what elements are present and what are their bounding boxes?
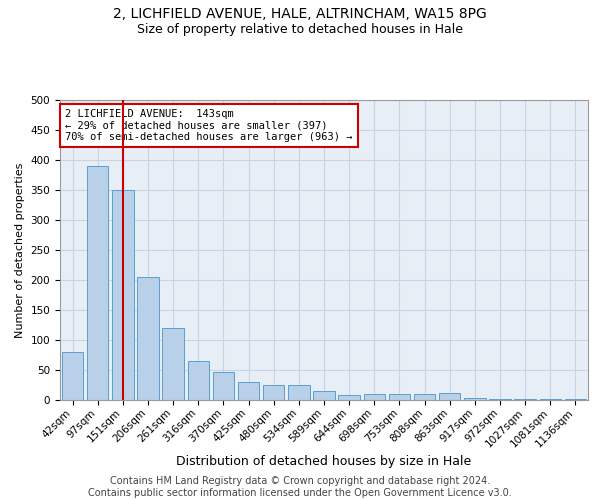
Bar [439, 393, 460, 400]
Y-axis label: Number of detached properties: Number of detached properties [15, 162, 25, 338]
Bar [112, 190, 134, 400]
Bar [87, 166, 109, 400]
Bar [213, 372, 234, 400]
Bar [364, 394, 385, 400]
Bar [313, 391, 335, 400]
X-axis label: Distribution of detached houses by size in Hale: Distribution of detached houses by size … [176, 454, 472, 468]
Bar [238, 382, 259, 400]
Text: 2 LICHFIELD AVENUE:  143sqm
← 29% of detached houses are smaller (397)
70% of se: 2 LICHFIELD AVENUE: 143sqm ← 29% of deta… [65, 109, 353, 142]
Bar [263, 385, 284, 400]
Bar [464, 398, 485, 400]
Bar [414, 394, 435, 400]
Text: 2, LICHFIELD AVENUE, HALE, ALTRINCHAM, WA15 8PG: 2, LICHFIELD AVENUE, HALE, ALTRINCHAM, W… [113, 8, 487, 22]
Bar [62, 352, 83, 400]
Bar [188, 361, 209, 400]
Bar [288, 385, 310, 400]
Bar [338, 395, 360, 400]
Text: Size of property relative to detached houses in Hale: Size of property relative to detached ho… [137, 22, 463, 36]
Text: Contains HM Land Registry data © Crown copyright and database right 2024.
Contai: Contains HM Land Registry data © Crown c… [88, 476, 512, 498]
Bar [137, 277, 158, 400]
Bar [163, 328, 184, 400]
Bar [389, 394, 410, 400]
